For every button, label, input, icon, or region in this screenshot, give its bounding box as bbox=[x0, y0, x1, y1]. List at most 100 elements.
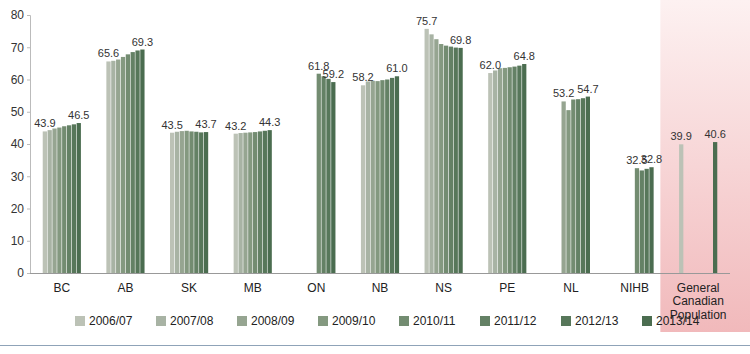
bar bbox=[444, 46, 448, 273]
bar bbox=[434, 39, 438, 273]
y-tick-label: 10 bbox=[11, 234, 25, 248]
bar bbox=[62, 126, 66, 273]
bar bbox=[106, 61, 110, 273]
y-tick-label: 20 bbox=[11, 202, 25, 216]
x-tick-label-line: PE bbox=[499, 281, 515, 295]
bar bbox=[449, 47, 453, 273]
bar bbox=[175, 132, 179, 273]
x-tick-label-line: AB bbox=[117, 281, 133, 295]
y-tick-mark bbox=[27, 144, 30, 145]
bar bbox=[326, 79, 330, 273]
legend-label: 2008/09 bbox=[251, 314, 295, 328]
bar bbox=[131, 52, 135, 273]
y-tick-label: 0 bbox=[17, 266, 24, 280]
x-tick-label: SK bbox=[181, 281, 197, 295]
legend-label: 2010/11 bbox=[413, 314, 456, 328]
bar bbox=[121, 57, 125, 273]
bar bbox=[517, 66, 521, 273]
data-label: 43.9 bbox=[34, 117, 55, 129]
y-tick: 30 bbox=[11, 170, 30, 184]
bar bbox=[375, 81, 379, 273]
bar bbox=[111, 61, 115, 273]
bar bbox=[238, 133, 242, 273]
x-tick: PE bbox=[499, 281, 515, 295]
chart: 01020304050607080BCABSKMBONNBNSPENLNIHBG… bbox=[0, 0, 750, 354]
x-tick: AB bbox=[117, 281, 133, 295]
data-label: 65.6 bbox=[98, 47, 119, 59]
data-label: 53.2 bbox=[553, 87, 574, 99]
x-tick-label-line: ON bbox=[307, 281, 325, 295]
x-tick-label-line: BC bbox=[53, 281, 70, 295]
bar bbox=[503, 68, 507, 273]
bar bbox=[268, 130, 272, 273]
x-tick: NIHB bbox=[620, 281, 649, 295]
y-tick-mark bbox=[27, 80, 30, 81]
y-tick-label: 30 bbox=[11, 170, 25, 184]
bar bbox=[72, 124, 76, 273]
highlight-band bbox=[660, 0, 750, 332]
bar bbox=[116, 60, 120, 273]
x-tick-label-line: MB bbox=[244, 281, 262, 295]
data-label: 64.8 bbox=[514, 50, 535, 62]
legend-item: 2008/09 bbox=[237, 314, 295, 328]
bar bbox=[243, 133, 247, 273]
x-tick-label-line: Canadian bbox=[672, 294, 723, 308]
bar bbox=[185, 131, 189, 273]
x-tick-label: ON bbox=[307, 281, 325, 295]
bar bbox=[48, 130, 52, 273]
data-label: 54.7 bbox=[577, 83, 598, 95]
bar bbox=[395, 76, 399, 273]
legend-label: 2007/08 bbox=[170, 314, 214, 328]
y-tick-mark bbox=[27, 112, 30, 113]
bar bbox=[321, 76, 325, 273]
y-tick-mark bbox=[27, 241, 30, 242]
bar bbox=[454, 48, 458, 273]
x-tick: SK bbox=[181, 281, 197, 295]
bar bbox=[135, 50, 139, 273]
y-tick-mark bbox=[27, 176, 30, 177]
bar bbox=[371, 81, 375, 273]
y-tick: 80 bbox=[11, 8, 30, 22]
bar bbox=[170, 133, 174, 273]
bar bbox=[508, 67, 512, 273]
bar bbox=[488, 73, 492, 273]
bar bbox=[713, 142, 717, 273]
bar bbox=[253, 132, 257, 273]
y-tick: 60 bbox=[11, 73, 30, 87]
data-label: 32.8 bbox=[641, 153, 662, 165]
bar bbox=[77, 123, 81, 273]
bar bbox=[522, 64, 526, 273]
bar bbox=[180, 131, 184, 273]
legend-swatch bbox=[237, 316, 247, 326]
legend-label: 2012/13 bbox=[575, 314, 619, 328]
y-tick-mark bbox=[27, 47, 30, 48]
bar bbox=[380, 80, 384, 273]
x-tick-label: BC bbox=[53, 281, 70, 295]
y-tick-mark bbox=[27, 273, 30, 274]
x-tick-label-line: NIHB bbox=[620, 281, 649, 295]
bar bbox=[258, 131, 262, 273]
x-tick-label-line: SK bbox=[181, 281, 197, 295]
x-tick-label: NS bbox=[435, 281, 452, 295]
bar bbox=[234, 134, 238, 273]
bar bbox=[331, 82, 335, 273]
legend-label: 2013/14 bbox=[656, 314, 700, 328]
bar bbox=[361, 85, 365, 273]
x-tick: NB bbox=[372, 281, 389, 295]
legend-item: 2010/11 bbox=[399, 314, 456, 328]
bar bbox=[576, 99, 580, 273]
bar bbox=[429, 34, 433, 273]
bar bbox=[586, 97, 590, 273]
legend-item: 2009/10 bbox=[318, 314, 376, 328]
data-label: 44.3 bbox=[259, 116, 280, 128]
bar bbox=[581, 98, 585, 273]
data-labels: 43.965.643.543.258.275.762.039.953.261.8… bbox=[34, 15, 726, 166]
y-tick: 0 bbox=[17, 266, 30, 280]
x-tick: NS bbox=[435, 281, 452, 295]
bar bbox=[562, 101, 566, 273]
bar bbox=[317, 74, 321, 273]
x-tick-label: MB bbox=[244, 281, 262, 295]
x-axis-line bbox=[30, 273, 730, 274]
data-label: 43.7 bbox=[195, 118, 216, 130]
x-tick-label: NB bbox=[372, 281, 389, 295]
